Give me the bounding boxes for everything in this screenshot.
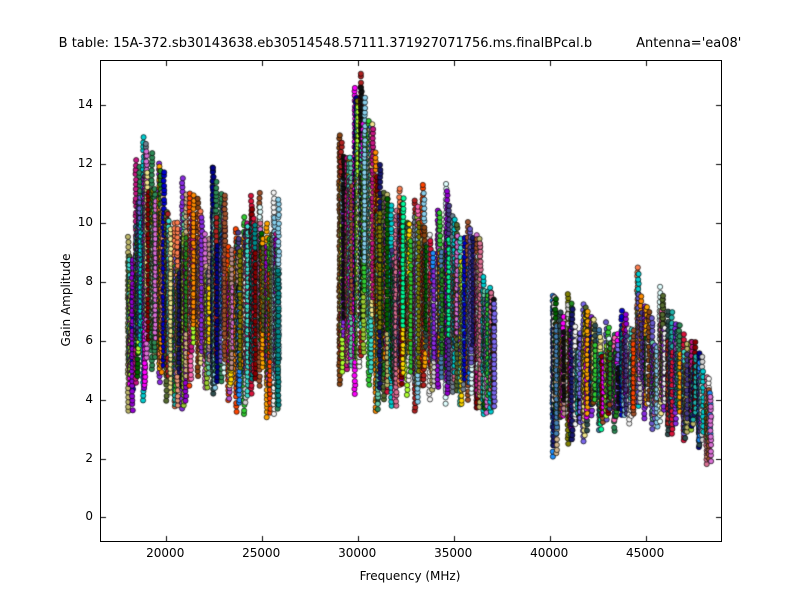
x-tick-label: 30000 [338, 546, 377, 560]
plot-canvas [101, 61, 721, 541]
plot-area [100, 60, 722, 542]
antenna-label: Antenna='ea08' [636, 36, 742, 51]
y-axis-label: Gain Amplitude [59, 253, 73, 347]
plot-title: B table: 15A-372.sb30143638.eb30514548.5… [0, 36, 800, 51]
x-tick-label: 40000 [530, 546, 569, 560]
x-tick-label: 35000 [434, 546, 473, 560]
y-tick-label: 8 [85, 273, 93, 288]
x-tick-label: 25000 [242, 546, 281, 560]
y-tick-label: 6 [85, 332, 93, 347]
y-tick-label: 14 [77, 97, 93, 112]
x-tick-label: 45000 [626, 546, 665, 560]
y-tick-label: 0 [85, 509, 93, 524]
y-tick-label: 4 [85, 391, 93, 406]
y-tick-label: 2 [85, 450, 93, 465]
btable-title-text: B table: 15A-372.sb30143638.eb30514548.5… [58, 36, 593, 51]
x-tick-label: 20000 [146, 546, 185, 560]
x-axis-label: Frequency (MHz) [359, 569, 461, 583]
y-tick-label: 12 [77, 156, 93, 171]
y-tick-label: 10 [77, 214, 93, 229]
